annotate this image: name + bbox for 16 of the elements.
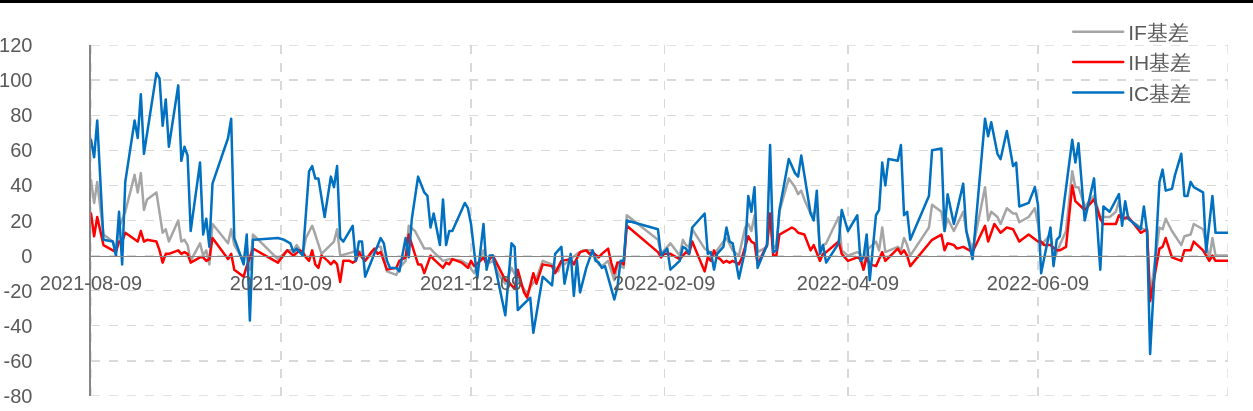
y-tick-label: 60 [10,139,33,162]
y-tick-label: 100 [0,69,33,92]
x-tick-label: 2022-04-09 [796,272,900,295]
y-tick-label: 80 [10,104,33,127]
y-tick-label: -40 [3,314,33,337]
y-tick-label: 40 [10,174,33,197]
legend-label: IC基差 [1128,81,1192,105]
y-tick-label: 0 [21,244,33,267]
y-tick-label: 20 [10,209,33,232]
legend-label: IH基差 [1128,51,1192,75]
y-tick-label: -20 [3,279,33,302]
y-tick-label: 120 [0,34,33,56]
legend-label: IF基差 [1128,20,1189,44]
x-tick-label: 2022-06-09 [986,272,1090,295]
y-tick-label: -80 [3,385,33,407]
y-tick-label: -60 [3,349,33,372]
